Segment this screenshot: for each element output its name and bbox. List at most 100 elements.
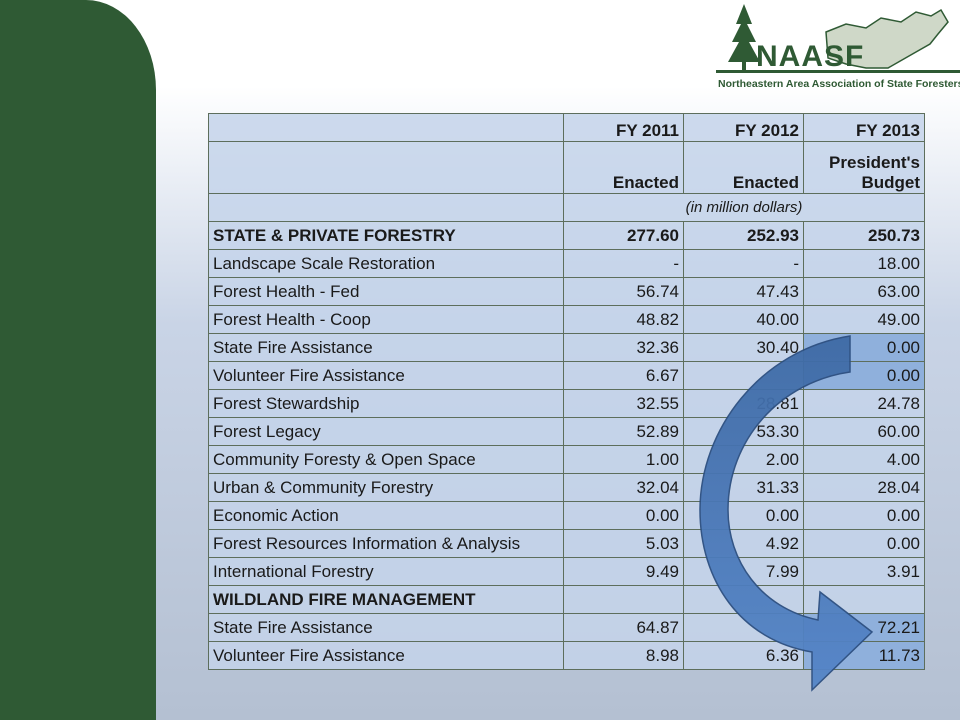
value-cell: -: [563, 249, 684, 278]
value-cell: 40.00: [683, 305, 804, 334]
value-cell: 49.00: [803, 305, 925, 334]
year-header: FY 2011: [563, 113, 684, 142]
value-cell: 11.73: [803, 641, 925, 670]
value-cell: 0.00: [803, 333, 925, 362]
row-label: Forest Health - Fed: [208, 277, 564, 306]
value-cell: 32.55: [563, 389, 684, 418]
value-cell: 7.99: [683, 557, 804, 586]
value-cell: [683, 585, 804, 614]
value-cell: 0.00: [803, 361, 925, 390]
value-cell: 250.73: [803, 221, 925, 250]
value-cell: [683, 613, 804, 642]
value-cell: 2.00: [683, 445, 804, 474]
value-cell: 24.78: [803, 389, 925, 418]
value-cell: 56.74: [563, 277, 684, 306]
row-label: Forest Stewardship: [208, 389, 564, 418]
row-label: Volunteer Fire Assistance: [208, 361, 564, 390]
row-label: State Fire Assistance: [208, 333, 564, 362]
unit-row: (in million dollars): [208, 193, 925, 222]
row-label: Forest Health - Coop: [208, 305, 564, 334]
value-cell: 6.67: [563, 361, 684, 390]
side-panel: [0, 0, 156, 720]
data-row: State Fire Assistance 32.36 30.40 0.00: [208, 333, 925, 362]
value-cell: 63.00: [803, 277, 925, 306]
value-cell: 48.82: [563, 305, 684, 334]
stage-header: President's Budget: [803, 141, 925, 194]
row-label: State Fire Assistance: [208, 613, 564, 642]
row-label: Volunteer Fire Assistance: [208, 641, 564, 670]
section-row: WILDLAND FIRE MANAGEMENT: [208, 585, 925, 614]
data-row: Economic Action 0.00 0.00 0.00: [208, 501, 925, 530]
header-cell: [208, 141, 564, 194]
row-label: Urban & Community Forestry: [208, 473, 564, 502]
value-cell: [803, 585, 925, 614]
value-cell: -: [683, 249, 804, 278]
value-cell: 72.21: [803, 613, 925, 642]
header-row: Enacted Enacted President's Budget: [208, 141, 925, 194]
value-cell: 47.43: [683, 277, 804, 306]
data-row: Urban & Community Forestry 32.04 31.33 28.0…: [208, 473, 925, 502]
value-cell: 64.87: [563, 613, 684, 642]
unit-label: (in million dollars): [563, 193, 925, 222]
data-row: Volunteer Fire Assistance 8.98 6.36 11.73: [208, 641, 925, 670]
data-row: Landscape Scale Restoration - -18.00: [208, 249, 925, 278]
data-row: Forest Health - Fed 56.74 47.43 63.00: [208, 277, 925, 306]
value-cell: 0.00: [563, 501, 684, 530]
value-cell: 32.04: [563, 473, 684, 502]
value-cell: 28.04: [803, 473, 925, 502]
row-label: WILDLAND FIRE MANAGEMENT: [208, 585, 564, 614]
value-cell: 0.00: [803, 529, 925, 558]
value-cell: [683, 361, 804, 390]
budget-table: FY 2011 FY 2012 FY 2013 Enacted Enacted Presi…: [208, 113, 925, 670]
value-cell: 6.36: [683, 641, 804, 670]
row-label: Community Foresty & Open Space: [208, 445, 564, 474]
value-cell: 4.92: [683, 529, 804, 558]
row-label: International Forestry: [208, 557, 564, 586]
logo-brand: NAASF: [756, 40, 865, 73]
value-cell: 53.30: [683, 417, 804, 446]
value-cell: 32.36: [563, 333, 684, 362]
stage-header: Enacted: [683, 141, 804, 194]
data-row: Forest Legacy 52.89 53.30 60.00: [208, 417, 925, 446]
value-cell: 52.89: [563, 417, 684, 446]
value-cell: 3.91: [803, 557, 925, 586]
section-row: STATE & PRIVATE FORESTRY 277.60 252.93 250.…: [208, 221, 925, 250]
data-row: Volunteer Fire Assistance 6.67 0.00: [208, 361, 925, 390]
row-label: Landscape Scale Restoration: [208, 249, 564, 278]
data-row: State Fire Assistance 64.87 72.21: [208, 613, 925, 642]
value-cell: 30.40: [683, 333, 804, 362]
row-label: Economic Action: [208, 501, 564, 530]
value-cell: 1.00: [563, 445, 684, 474]
data-row: Community Foresty & Open Space 1.00 2.00 4.…: [208, 445, 925, 474]
value-cell: 18.00: [803, 249, 925, 278]
header-cell: [208, 113, 564, 142]
value-cell: 0.00: [683, 501, 804, 530]
value-cell: 8.98: [563, 641, 684, 670]
row-label: Forest Resources Information & Analysis: [208, 529, 564, 558]
row-label: Forest Legacy: [208, 417, 564, 446]
value-cell: 9.49: [563, 557, 684, 586]
data-row: Forest Stewardship 32.55 28.81 24.78: [208, 389, 925, 418]
row-label: STATE & PRIVATE FORESTRY: [208, 221, 564, 250]
logo: NAASF Northeastern Area Association of S…: [716, 2, 960, 92]
logo-graphic: [716, 4, 960, 73]
data-row: Forest Health - Coop 48.82 40.00 49.00: [208, 305, 925, 334]
year-header: FY 2013: [803, 113, 925, 142]
header-row: FY 2011 FY 2012 FY 2013: [208, 113, 925, 142]
value-cell: 0.00: [803, 501, 925, 530]
value-cell: 31.33: [683, 473, 804, 502]
year-header: FY 2012: [683, 113, 804, 142]
value-cell: 5.03: [563, 529, 684, 558]
value-cell: 4.00: [803, 445, 925, 474]
data-row: Forest Resources Information & Analysis 5…: [208, 529, 925, 558]
value-cell: [563, 585, 684, 614]
data-row: International Forestry 9.49 7.99 3.91: [208, 557, 925, 586]
value-cell: 252.93: [683, 221, 804, 250]
header-cell: [208, 193, 564, 222]
value-cell: 60.00: [803, 417, 925, 446]
value-cell: 28.81: [683, 389, 804, 418]
stage-header: Enacted: [563, 141, 684, 194]
value-cell: 277.60: [563, 221, 684, 250]
logo-tagline: Northeastern Area Association of State F…: [718, 78, 960, 90]
